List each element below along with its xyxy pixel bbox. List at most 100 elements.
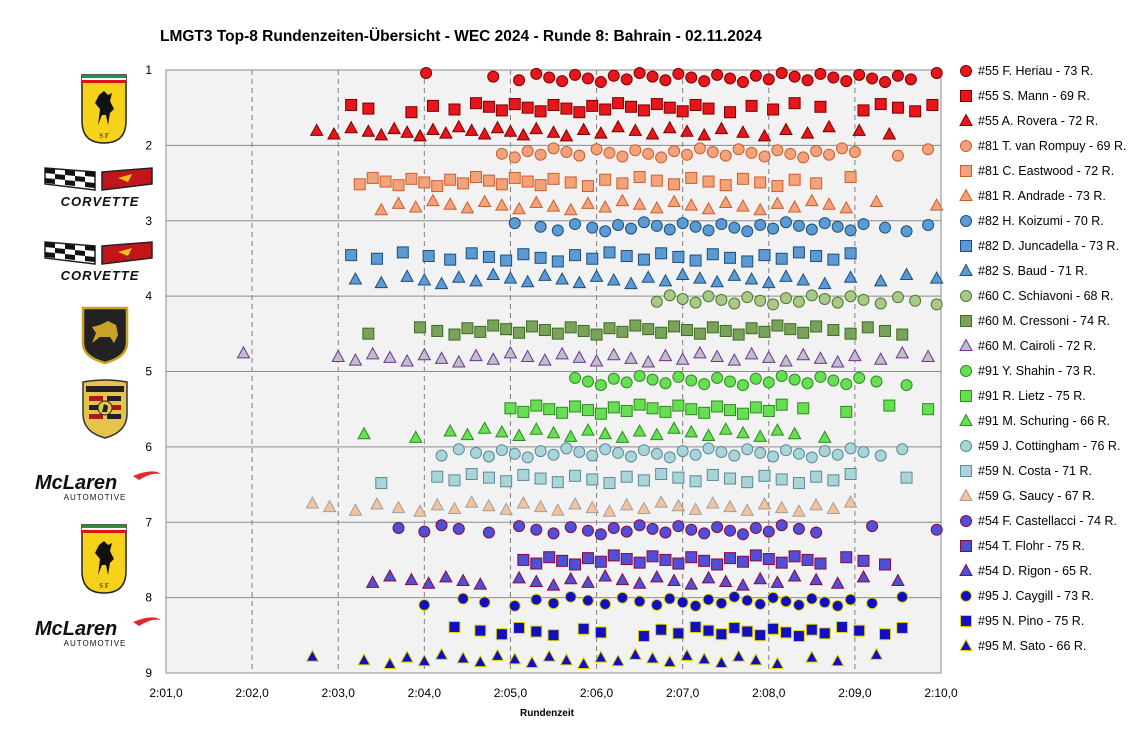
data-point [659,526,672,539]
data-point [572,275,587,289]
data-point [563,429,578,442]
data-point [646,402,659,415]
data-point [624,276,638,290]
data-point [736,172,749,185]
data-point [680,124,694,137]
legend-marker [960,290,972,302]
data-point [796,347,811,361]
data-point [641,354,656,368]
legend-marker-icon [959,338,973,351]
data-point [685,171,698,184]
data-point [659,553,672,566]
data-point [667,194,681,208]
data-point [464,495,479,508]
data-point [625,450,637,463]
data-point [594,126,608,139]
data-point [602,504,617,517]
data-point [615,572,630,586]
data-point [702,442,715,455]
data-point [646,373,659,386]
series-points [345,97,939,119]
x-tick-label: 2:03,0 [322,686,356,700]
data-point [594,379,607,392]
data-point [482,471,495,484]
data-point [477,421,492,434]
data-point [520,349,535,363]
data-point [680,648,694,661]
data-point [632,576,647,589]
data-point [420,67,433,80]
data-point [594,626,607,639]
data-point [724,404,737,417]
legend-label: #54 T. Flohr - 75 R. [978,539,1085,553]
data-point [474,325,487,338]
legend-label: #60 M. Cressoni - 74 R. [978,314,1110,328]
data-point [564,521,577,534]
data-point [559,128,574,142]
data-point [529,195,544,208]
data-point [689,448,702,461]
data-point [922,143,935,156]
data-point [745,322,758,335]
data-point [792,295,805,308]
data-point [736,407,749,420]
data-point [706,321,719,334]
data-point [439,569,453,583]
data-point [590,143,603,156]
data-point [680,324,693,337]
data-point [672,250,685,263]
data-point [689,296,702,309]
data-point [706,248,719,261]
data-point [701,570,716,584]
data-point [813,351,828,364]
data-point [556,75,569,88]
data-point [405,172,418,185]
data-point [706,468,719,481]
series-points [357,421,832,443]
data-point [749,401,762,414]
data-point [844,468,857,481]
data-points [236,67,944,669]
data-point [431,324,444,337]
data-point [654,495,668,508]
data-point [503,271,518,284]
data-point [650,599,663,612]
data-point [508,151,521,164]
data-point [728,621,741,634]
data-point [417,272,432,286]
legend-item: #82 S. Baud - 71 R. [958,262,1147,280]
data-point [547,629,560,642]
legend-marker [960,65,972,77]
data-point [585,500,600,514]
data-point [470,171,482,184]
data-point [792,477,805,490]
data-point [830,576,845,589]
data-point [909,105,922,118]
data-point [529,422,544,435]
legend-marker-icon [959,638,973,651]
data-point [365,575,380,588]
legend-label: #82 H. Koizumi - 70 R. [978,214,1104,228]
data-point [500,254,513,267]
data-point [482,498,496,512]
data-point [586,449,599,462]
legend-marker [960,590,972,602]
data-point [744,346,759,360]
data-point [641,270,656,283]
data-point [788,173,801,186]
legend-label: #91 R. Lietz - 75 R. [978,389,1086,403]
data-point [418,176,431,189]
data-point [616,591,629,604]
data-point [556,406,569,419]
data-point [780,292,792,305]
data-point [500,475,513,488]
data-point [534,251,547,264]
data-point [879,76,892,89]
data-point [676,596,689,609]
data-point [599,103,612,116]
data-point [796,272,811,286]
legend-item: #81 T. van Rompuy - 69 R. [958,137,1147,155]
data-point [736,425,750,439]
porsche-logo [80,378,130,445]
svg-text:CORVETTE: CORVETTE [61,194,140,209]
